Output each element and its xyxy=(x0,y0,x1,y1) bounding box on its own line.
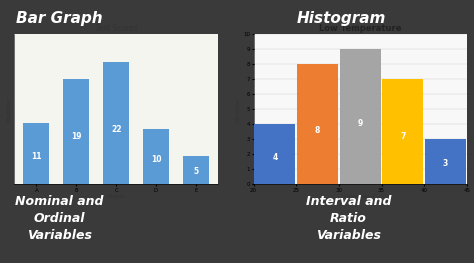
Bar xyxy=(340,49,381,184)
Bar xyxy=(383,79,423,184)
Y-axis label: Number: Number xyxy=(7,97,11,122)
Text: Bar Graph: Bar Graph xyxy=(16,11,102,26)
Bar xyxy=(183,156,209,184)
Bar xyxy=(255,124,295,184)
Text: 22: 22 xyxy=(111,125,121,134)
Text: 5: 5 xyxy=(193,167,199,176)
Title: Low Temperature: Low Temperature xyxy=(319,24,401,33)
Text: 7: 7 xyxy=(400,132,406,141)
Bar xyxy=(297,64,338,184)
Bar xyxy=(24,123,49,184)
Text: 11: 11 xyxy=(31,152,42,161)
Bar xyxy=(143,129,169,184)
Bar xyxy=(64,79,89,184)
Bar xyxy=(425,139,466,184)
Title: Test Scores: Test Scores xyxy=(95,24,137,33)
Text: 8: 8 xyxy=(315,126,320,135)
Text: 19: 19 xyxy=(71,132,82,141)
Text: Histogram: Histogram xyxy=(297,11,386,26)
Text: Nominal and
Ordinal
Variables: Nominal and Ordinal Variables xyxy=(15,195,103,242)
Text: 3: 3 xyxy=(443,159,448,168)
Y-axis label: Number: Number xyxy=(235,97,240,122)
X-axis label: Grade: Grade xyxy=(107,194,126,199)
Text: 10: 10 xyxy=(151,155,161,164)
Text: Interval and
Ratio
Variables: Interval and Ratio Variables xyxy=(306,195,391,242)
Text: 4: 4 xyxy=(272,153,278,162)
Text: 9: 9 xyxy=(357,119,363,128)
Bar xyxy=(103,62,129,184)
X-axis label: Degrees F: Degrees F xyxy=(344,194,376,199)
